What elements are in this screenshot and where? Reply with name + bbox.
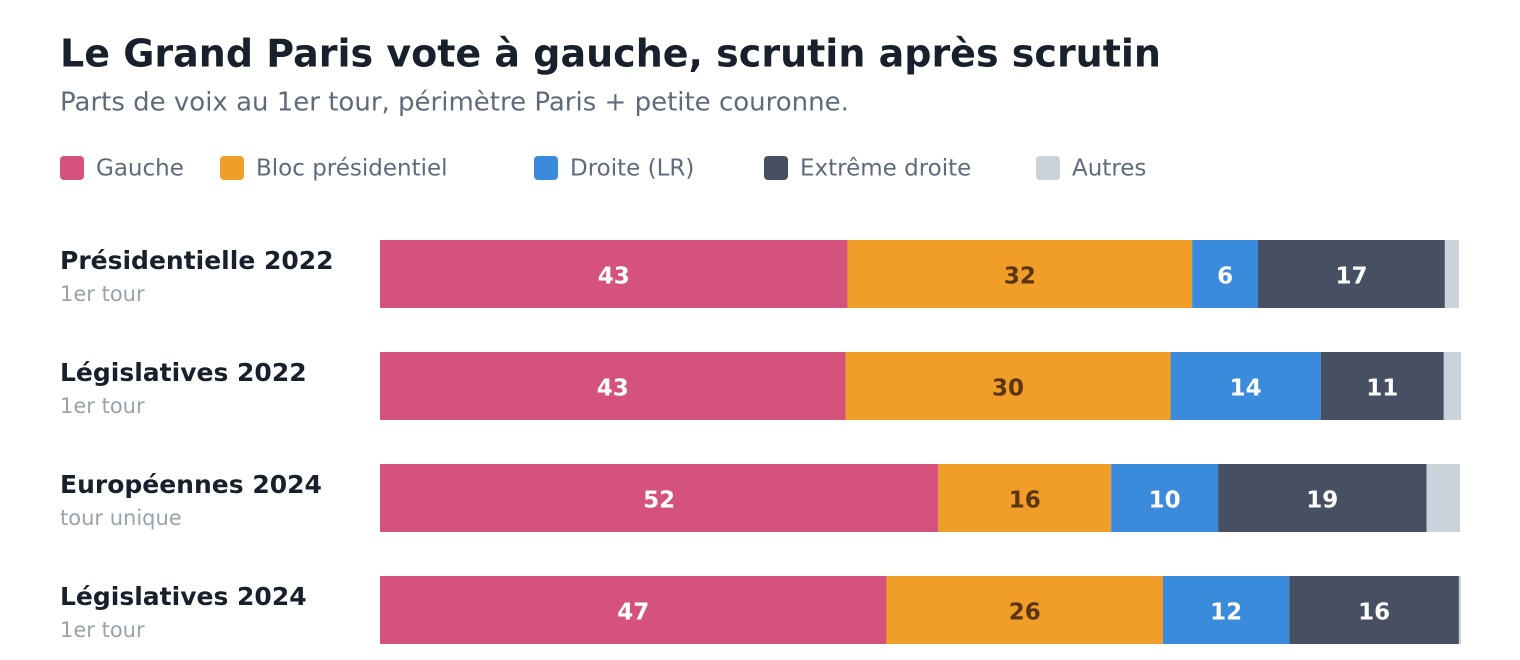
value-label: 16 xyxy=(1358,600,1390,626)
chart-subtitle: Parts de voix au 1er tour, périmètre Par… xyxy=(60,88,849,118)
bar-segment xyxy=(845,352,1171,420)
bar-segment xyxy=(380,464,939,532)
value-label: 47 xyxy=(617,600,649,626)
legend-swatch xyxy=(1036,156,1060,180)
value-label: 12 xyxy=(1210,600,1242,626)
value-label: 16 xyxy=(1009,488,1041,514)
value-label: 26 xyxy=(1009,600,1041,626)
chart-title: Le Grand Paris vote à gauche, scrutin ap… xyxy=(60,32,1161,76)
category-label: Législatives 2024 xyxy=(60,582,307,611)
value-label: 32 xyxy=(1004,264,1036,290)
bar-segment xyxy=(1320,352,1444,420)
category-label: Européennes 2024 xyxy=(60,470,322,499)
bar-segment xyxy=(1111,464,1219,532)
legend-label: Bloc présidentiel xyxy=(256,156,448,182)
bar-segment xyxy=(1192,240,1259,308)
legend-label: Gauche xyxy=(96,156,184,182)
category-sublabel: 1er tour xyxy=(60,282,145,306)
legend-swatch xyxy=(220,156,244,180)
bar-segment xyxy=(1443,352,1462,420)
bar-segment xyxy=(380,240,848,308)
legend-label: Autres xyxy=(1072,156,1146,182)
bar-segment xyxy=(1218,464,1427,532)
value-label: 30 xyxy=(992,376,1024,402)
bar-segment xyxy=(380,352,846,420)
value-label: 14 xyxy=(1230,376,1262,402)
value-label: 17 xyxy=(1335,264,1367,290)
category-label: Législatives 2022 xyxy=(60,358,307,387)
category-sublabel: 1er tour xyxy=(60,394,145,418)
category-sublabel: tour unique xyxy=(60,506,182,530)
value-label: 11 xyxy=(1366,376,1398,402)
value-label: 52 xyxy=(643,488,675,514)
legend-swatch xyxy=(60,156,84,180)
legend-swatch xyxy=(764,156,788,180)
bar-segment xyxy=(380,576,887,644)
legend-label: Extrême droite xyxy=(800,156,971,182)
category-label: Présidentielle 2022 xyxy=(60,246,334,275)
bar-segment xyxy=(1444,240,1459,308)
bar-segment xyxy=(1163,576,1290,644)
bar-segment xyxy=(1458,576,1462,644)
bar-segment xyxy=(1289,576,1459,644)
value-label: 6 xyxy=(1217,264,1233,290)
bar-segment xyxy=(886,576,1163,644)
value-label: 10 xyxy=(1149,488,1181,514)
value-label: 43 xyxy=(597,376,629,402)
legend-label: Droite (LR) xyxy=(570,156,694,182)
legend-swatch xyxy=(534,156,558,180)
value-label: 19 xyxy=(1306,488,1338,514)
bar-segment xyxy=(1426,464,1460,532)
bar-segment xyxy=(1170,352,1321,420)
bar-segment xyxy=(1258,240,1445,308)
value-label: 43 xyxy=(598,264,630,290)
bar-segment xyxy=(847,240,1193,308)
bar-segment xyxy=(938,464,1112,532)
category-sublabel: 1er tour xyxy=(60,618,145,642)
